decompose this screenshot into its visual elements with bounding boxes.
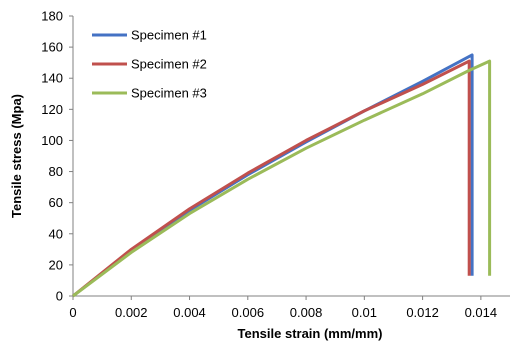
x-tick-label: 0.004: [173, 305, 206, 320]
y-tick-label: 20: [49, 257, 63, 272]
y-tick-label: 0: [56, 289, 63, 304]
series-layer: [72, 53, 492, 298]
x-tick-label: 0.014: [465, 305, 498, 320]
x-tick-label: 0.002: [115, 305, 148, 320]
x-tick-label: 0.006: [232, 305, 265, 320]
legend: Specimen #1 Specimen #2 Specimen #3: [92, 28, 207, 101]
y-tick-label: 120: [41, 102, 63, 117]
y-tick-label: 80: [49, 164, 63, 179]
x-tick-label: 0.012: [406, 305, 439, 320]
axes: 0 20 40 60 80 100 120 140 160 180 0 0.002 0.004 0.006…: [41, 9, 510, 320]
y-tick-label: 60: [49, 195, 63, 210]
legend-label-specimen-3: Specimen #3: [131, 86, 207, 101]
x-tick-label: 0: [69, 305, 76, 320]
series-line-specimen-2: [72, 59, 471, 298]
y-axis-title: Tensile stress (Mpa): [9, 94, 24, 218]
x-tick-label: 0.008: [290, 305, 323, 320]
y-tick-label: 100: [41, 133, 63, 148]
y-tick-label: 140: [41, 71, 63, 86]
legend-label-specimen-2: Specimen #2: [131, 57, 207, 72]
y-tick-label: 160: [41, 40, 63, 55]
legend-label-specimen-1: Specimen #1: [131, 28, 207, 43]
y-tick-label: 40: [49, 226, 63, 241]
series-line-specimen-3: [72, 59, 492, 298]
x-axis-title: Tensile strain (mm/mm): [238, 326, 383, 341]
y-tick-label: 180: [41, 9, 63, 24]
x-tick-label: 0.01: [352, 305, 377, 320]
